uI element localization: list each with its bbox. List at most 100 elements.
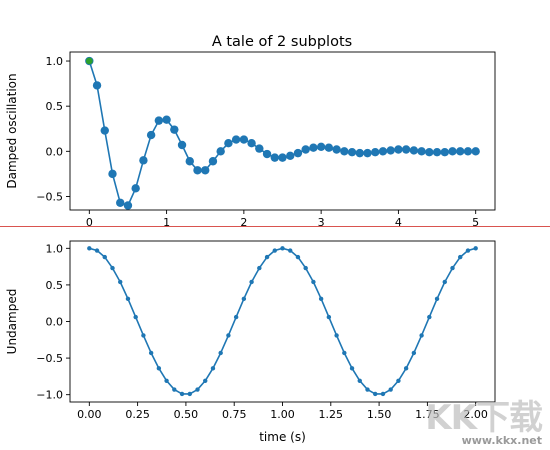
data-point xyxy=(458,254,463,260)
data-point xyxy=(164,378,169,383)
data-point xyxy=(187,391,192,397)
data-point xyxy=(272,248,277,253)
data-point xyxy=(388,387,393,392)
data-point xyxy=(295,254,301,260)
data-point xyxy=(241,296,247,302)
data-point xyxy=(316,142,326,151)
data-point xyxy=(409,146,419,155)
data-point xyxy=(401,145,411,154)
data-point xyxy=(334,333,339,338)
data-point xyxy=(249,279,254,285)
data-point xyxy=(231,135,241,144)
data-point xyxy=(162,115,171,124)
data-point xyxy=(434,296,440,302)
y-tick-label: 0.5 xyxy=(46,279,64,292)
data-point xyxy=(224,138,233,148)
data-point xyxy=(146,130,156,140)
x-tick-label: 0.00 xyxy=(77,408,102,421)
data-point xyxy=(247,138,256,148)
data-point xyxy=(270,153,279,162)
data-point xyxy=(226,333,231,338)
x-tick-label: 0.50 xyxy=(174,408,199,421)
x-tick-label: 0.25 xyxy=(125,408,150,421)
data-point xyxy=(110,265,115,271)
data-point xyxy=(177,140,187,150)
bottom-subplot: 0.00 0.25 0.50 0.75 1.00 1.25 1.50 1.75 2.00 −1.0… xyxy=(5,240,496,444)
data-point xyxy=(378,147,388,156)
start-point-marker xyxy=(85,57,93,65)
data-point xyxy=(195,387,200,392)
data-point xyxy=(342,350,347,356)
data-point xyxy=(123,201,133,210)
series-line xyxy=(88,60,476,207)
y-tick-label: 1.0 xyxy=(46,242,64,255)
data-point xyxy=(425,148,434,157)
data-point xyxy=(116,198,125,207)
data-point xyxy=(94,248,100,253)
x-tick-label: 4 xyxy=(395,216,402,229)
data-point xyxy=(203,378,208,383)
data-point xyxy=(417,147,426,156)
data-point xyxy=(133,314,138,320)
data-point xyxy=(386,146,395,155)
data-point xyxy=(324,143,334,152)
data-point xyxy=(440,148,449,157)
data-point xyxy=(332,145,341,154)
x-tick-label: 1.50 xyxy=(367,408,392,421)
axes-frame xyxy=(69,51,496,211)
data-point xyxy=(154,116,164,125)
y-tick-label: 0.0 xyxy=(46,145,64,158)
x-tick-label: 1 xyxy=(163,216,170,229)
y-axis-label: Undamped xyxy=(5,289,19,355)
data-point xyxy=(288,248,293,253)
data-point xyxy=(139,156,148,165)
data-point xyxy=(396,378,401,383)
data-point xyxy=(357,378,362,383)
y-axis-label: Damped oscillation xyxy=(5,73,19,188)
data-point xyxy=(347,148,357,157)
data-point xyxy=(448,147,457,156)
data-point xyxy=(340,147,349,156)
data-point xyxy=(208,157,218,166)
y-tick-label: −1.0 xyxy=(36,389,63,402)
y-tick-label: 0.0 xyxy=(46,316,64,329)
chart-title: A tale of 2 subplots xyxy=(212,34,352,50)
data-point xyxy=(365,387,370,392)
data-point xyxy=(403,366,409,371)
data-point xyxy=(131,184,140,193)
data-point xyxy=(326,314,332,320)
data-point xyxy=(156,366,162,371)
data-point xyxy=(303,265,308,271)
data-point xyxy=(264,254,270,260)
data-point xyxy=(411,350,417,356)
x-tick-label: 0 xyxy=(86,216,93,229)
data-point xyxy=(193,166,202,175)
watermark-url: www.kkx.net xyxy=(461,434,542,447)
data-point xyxy=(102,254,107,260)
data-point xyxy=(239,135,249,144)
data-point xyxy=(100,126,109,135)
data-point xyxy=(450,265,455,271)
data-point xyxy=(257,265,262,271)
data-point xyxy=(394,145,403,154)
data-point xyxy=(355,148,364,158)
data-point xyxy=(286,151,295,161)
axes-frame xyxy=(69,240,496,403)
watermark: KK下载 www.kkx.net xyxy=(425,398,543,447)
x-tick-label: 2.00 xyxy=(463,408,488,421)
watermark-logo: KK下载 xyxy=(425,398,543,438)
x-tick-label: 0.75 xyxy=(222,408,247,421)
data-point xyxy=(233,314,239,320)
series-line xyxy=(89,247,476,395)
y-tick-label: 1.0 xyxy=(46,55,64,68)
data-point xyxy=(87,246,92,251)
data-point xyxy=(419,333,424,338)
data-point xyxy=(218,350,223,356)
data-point xyxy=(141,333,146,338)
separator-line xyxy=(0,226,550,227)
data-point xyxy=(427,314,432,320)
data-point xyxy=(432,148,442,157)
data-point xyxy=(363,148,372,158)
data-point xyxy=(442,279,447,285)
